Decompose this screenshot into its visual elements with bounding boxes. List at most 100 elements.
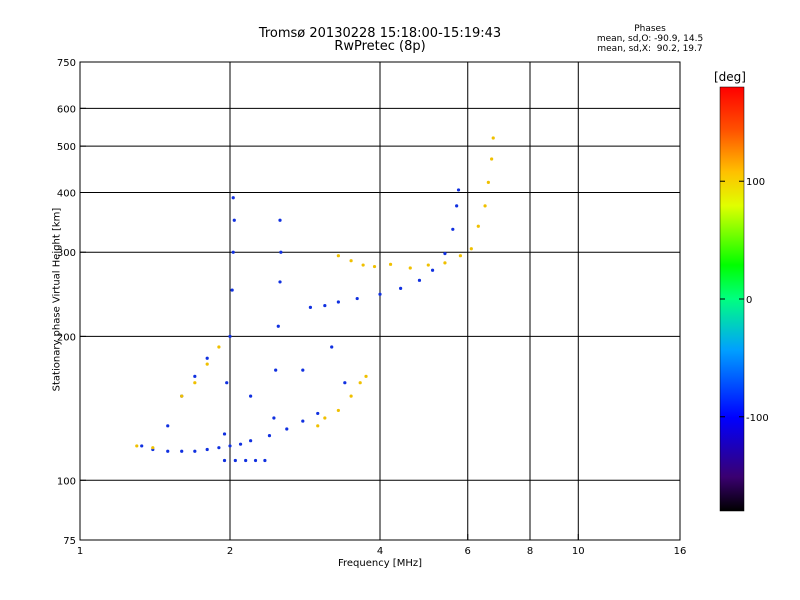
trace-point [285,427,289,431]
trace-point [426,263,430,267]
trace-point [225,381,229,385]
trace-point [336,254,340,258]
trace-point [135,444,139,448]
trace-point [349,394,353,398]
trace-point [336,408,340,413]
trace-point [249,439,253,443]
trace-point [166,424,170,428]
trace-point [267,434,272,438]
y-axis-ticks: 75 100 200 300 400 500 600 750 [57,58,86,547]
y-tick-label: 300 [57,248,76,259]
trace-point [231,250,235,254]
trace-point [316,411,320,416]
x-tick-label: 8 [527,546,533,557]
y-tick-label: 75 [63,536,76,547]
trace-point [232,218,236,222]
trace-point [364,374,368,378]
trace-point [166,449,170,453]
y-tick-label: 400 [57,188,76,199]
trace-point [486,180,490,184]
y-tick-label: 600 [57,104,76,115]
trace-point [456,188,461,192]
x-tick-label: 4 [377,546,383,557]
trace-point [443,261,447,265]
stats-heading: Phases [634,24,666,34]
trace-point [274,368,278,372]
trace-point [361,263,365,267]
trace-point [276,324,280,328]
trace-point [355,296,359,301]
trace-point [228,334,232,338]
y-tick-label: 100 [57,476,76,487]
colorbar-tick-label: 100 [746,177,765,188]
y-axis-label: Stationary phase Virtual Height [km] [51,207,63,392]
trace-point [217,345,221,349]
chart-title-block: Tromsø 20130228 15:18:00-15:19:43 RwPret… [230,27,530,53]
colorbar-tick-label: -100 [746,413,769,424]
trace-point [490,157,494,161]
trace-point [316,424,320,428]
trace-point [278,280,282,284]
trace-point [205,356,209,360]
trace-point [417,278,422,282]
phase-stats: Phases mean, sd,O: -90.9, 14.5 mean, sd,… [590,24,710,54]
trace-point [140,444,144,448]
trace-point [151,446,155,450]
trace-point [378,292,382,296]
trace-point [222,458,227,463]
trace-point [358,381,362,385]
y-tick-label: 750 [57,58,76,69]
trace-point [278,218,282,222]
x-tick-label: 16 [674,546,687,557]
trace-point [233,458,237,463]
colorbar-tick-label: 0 [746,295,752,306]
trace-point [458,254,463,258]
trace-point [476,224,480,228]
trace-point [217,446,221,450]
trace-point [244,458,248,463]
trace-point [238,442,243,446]
x-tick-label: 6 [465,546,471,557]
trace-point [343,381,347,385]
trace-point [408,266,412,270]
trace-point [301,419,305,423]
x-tick-label: 1 [77,546,83,557]
chart-title: Tromsø 20130228 15:18:00-15:19:43 [258,26,502,41]
trace-point [180,449,184,453]
colorbar-ticks: 100 0 -100 [720,177,769,424]
trace-point [483,204,487,208]
data-points [135,136,495,463]
trace-point [469,247,473,251]
trace-point [399,286,403,291]
x-axis-ticks: 1 2 4 6 8 10 16 [77,534,687,557]
x-axis-label: Frequency [MHz] [337,558,423,569]
trace-point [336,300,340,304]
trace-point [253,458,258,463]
stats-x-mode: mean, sd,X: 90.2, 19.7 [597,44,703,54]
trace-point [193,449,197,453]
trace-point [330,345,334,349]
stats-o-mode: mean, sd,O: -90.9, 14.5 [596,34,704,44]
trace-point [231,196,235,200]
trace-point [372,264,377,269]
trace-point [323,416,327,420]
trace-point [263,458,267,463]
trace-point [193,381,197,385]
trace-point [323,303,327,308]
y-tick-label: 200 [57,332,76,343]
trace-point [180,394,184,398]
trace-point [193,374,197,378]
x-tick-label: 2 [227,546,233,557]
y-tick-label: 500 [57,142,76,153]
trace-point [279,250,283,254]
trace-point [308,305,313,309]
trace-point [491,136,495,140]
trace-point [443,252,447,256]
trace-point [205,362,209,366]
trace-point [430,268,435,272]
trace-point [205,447,209,452]
trace-point [451,227,455,231]
trace-point [301,368,305,372]
trace-point [455,204,459,208]
